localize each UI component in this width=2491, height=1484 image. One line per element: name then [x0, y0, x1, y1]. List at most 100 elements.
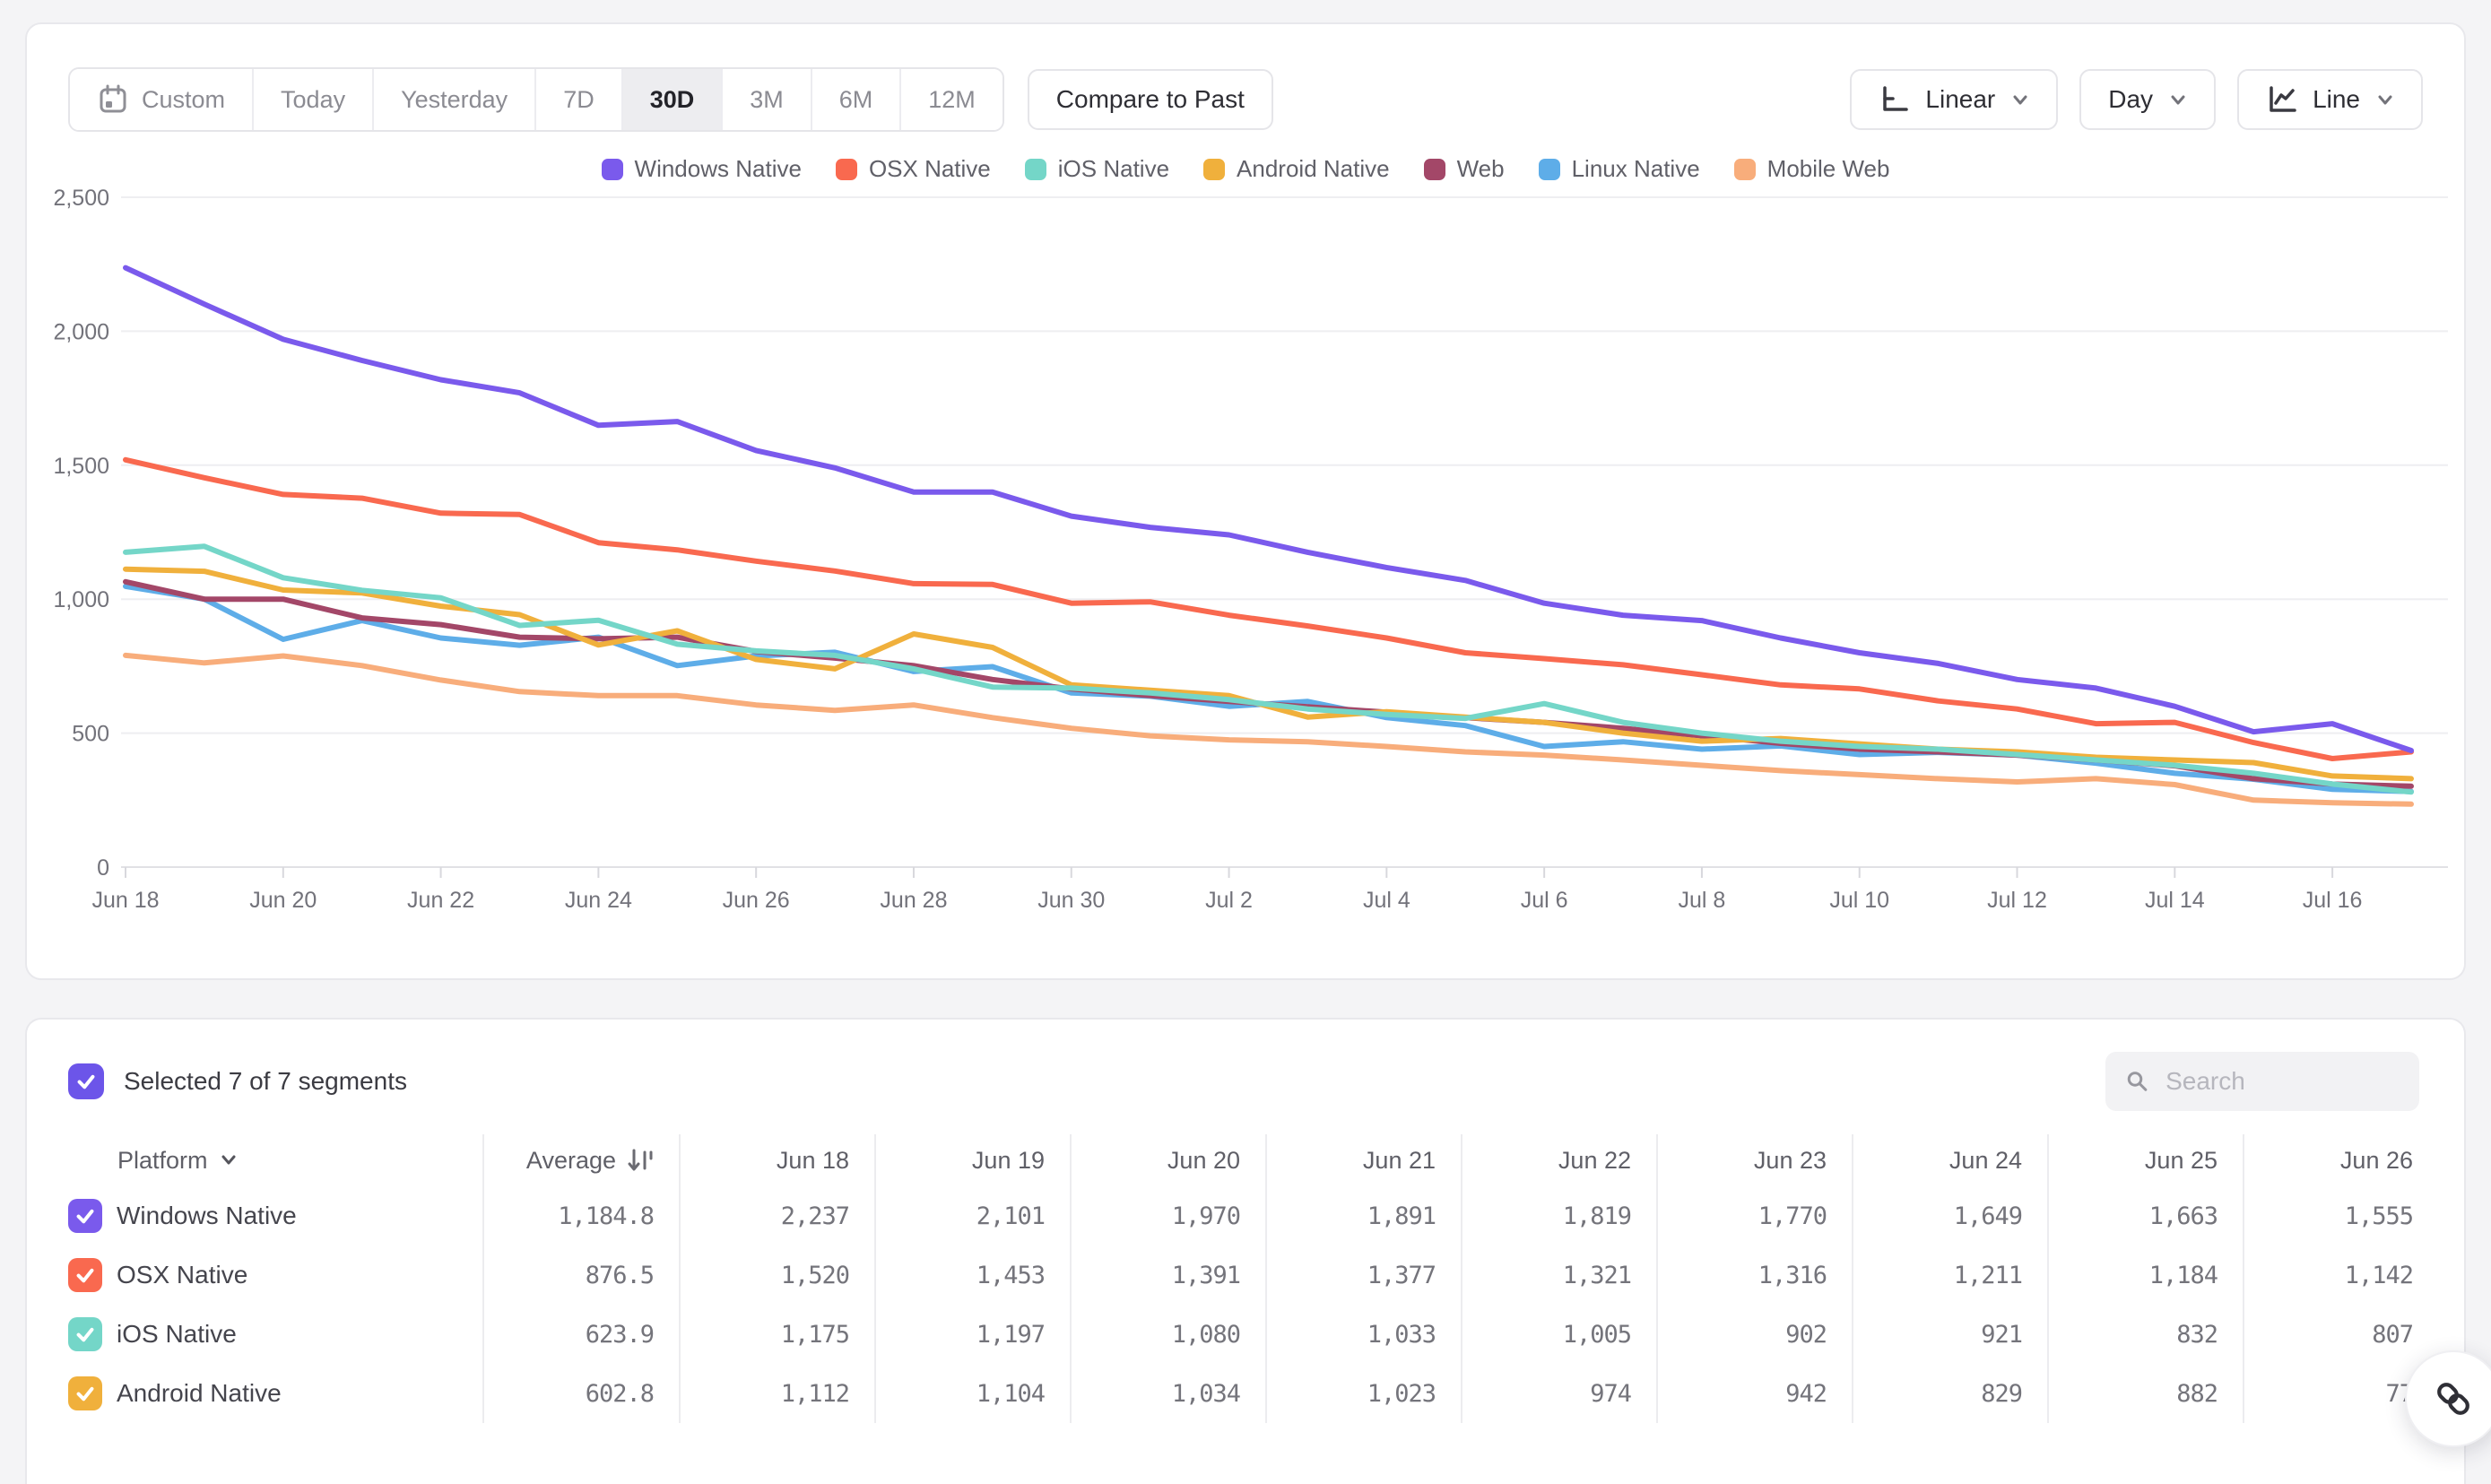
value-cell: 1,112 — [679, 1364, 874, 1423]
search-box[interactable] — [2105, 1052, 2419, 1111]
x-axis-tick-label: Jun 30 — [1037, 888, 1105, 913]
platform-label: iOS Native — [117, 1320, 237, 1348]
value-cell: 1,184.8 — [482, 1186, 679, 1245]
row-checkbox[interactable] — [68, 1317, 102, 1351]
row-checkbox[interactable] — [68, 1199, 102, 1233]
legend-swatch — [1024, 158, 1046, 180]
line-chart-icon — [2270, 86, 2296, 112]
sort-descending-icon — [628, 1149, 653, 1171]
legend-item[interactable]: OSX Native — [835, 155, 991, 183]
column-header-label: Jun 19 — [971, 1146, 1045, 1174]
compare-to-past-button[interactable]: Compare to Past — [1027, 69, 1273, 130]
value-cell: 807 — [2243, 1305, 2438, 1364]
range-button-7d[interactable]: 7D — [534, 69, 621, 130]
column-header-label: Platform — [117, 1146, 208, 1174]
x-axis-tick-label: Jun 22 — [407, 888, 474, 913]
legend-item[interactable]: Web — [1423, 155, 1505, 183]
column-header-label: Jun 24 — [1949, 1146, 2022, 1174]
share-link-button[interactable] — [2405, 1350, 2491, 1447]
chevron-down-icon — [221, 1155, 236, 1165]
value-cell: 1,770 — [1656, 1186, 1852, 1245]
platform-cell: Android Native — [68, 1364, 482, 1423]
legend-item[interactable]: Windows Native — [601, 155, 802, 183]
line-chart[interactable]: 0 500 1,000 1,500 2,000 2,500 Jun 18 Jun 20 Jun … — [27, 186, 2464, 924]
x-axis-tick-label: Jul 14 — [2145, 888, 2205, 913]
column-header-jun-25[interactable]: Jun 25 — [2047, 1134, 2243, 1186]
value-cell: 902 — [1656, 1305, 1852, 1364]
legend-label: Android Native — [1237, 155, 1390, 182]
column-header-label: Jun 23 — [1753, 1146, 1827, 1174]
value-cell: 1,453 — [874, 1245, 1070, 1305]
value-cell: 1,142 — [2243, 1245, 2438, 1305]
range-button-yesterday[interactable]: Yesterday — [372, 69, 535, 130]
range-label: 7D — [563, 85, 595, 113]
select-all-checkbox[interactable] — [68, 1063, 104, 1099]
chart-panel: Custom Today Yesterday 7D 30D 3M 6M 12M Compare… — [25, 22, 2466, 980]
value-cell: 1,034 — [1070, 1364, 1265, 1423]
legend-item[interactable]: Linux Native — [1538, 155, 1700, 183]
x-axis-tick-label: Jul 8 — [1679, 888, 1726, 913]
legend-swatch — [1423, 158, 1445, 180]
column-header-jun-18[interactable]: Jun 18 — [679, 1134, 874, 1186]
series-line-osx-native — [123, 456, 2414, 761]
value-cell: 1,005 — [1461, 1305, 1656, 1364]
series-line-mobile-web — [123, 652, 2414, 807]
column-header-jun-19[interactable]: Jun 19 — [874, 1134, 1070, 1186]
column-header-jun-24[interactable]: Jun 24 — [1852, 1134, 2047, 1186]
y-axis-tick-label: 1,000 — [53, 587, 109, 612]
column-header-label: Jun 26 — [2339, 1146, 2413, 1174]
value-cell: 2,101 — [874, 1186, 1070, 1245]
value-cell: 1,104 — [874, 1364, 1070, 1423]
platform-label: Android Native — [117, 1379, 282, 1407]
value-cell: 1,175 — [679, 1305, 874, 1364]
scale-dropdown[interactable]: Linear — [1850, 69, 2059, 130]
column-header-average[interactable]: Average — [482, 1134, 679, 1186]
x-axis-tick-label: Jul 16 — [2303, 888, 2363, 913]
range-button-today[interactable]: Today — [252, 69, 373, 130]
column-header-jun-22[interactable]: Jun 22 — [1461, 1134, 1656, 1186]
interval-dropdown[interactable]: Day — [2079, 69, 2217, 130]
column-header-jun-21[interactable]: Jun 21 — [1265, 1134, 1461, 1186]
series-line-ios-native — [123, 543, 2414, 795]
value-cell: 1,211 — [1852, 1245, 2047, 1305]
x-axis-tick-label: Jun 26 — [723, 888, 790, 913]
legend-swatch — [835, 158, 857, 180]
range-button-custom[interactable]: Custom — [70, 69, 253, 130]
column-header-platform[interactable]: Platform — [68, 1134, 482, 1186]
chart-toolbar: Custom Today Yesterday 7D 30D 3M 6M 12M Compare… — [27, 24, 2464, 132]
y-axis-tick-label: 1,500 — [53, 454, 109, 479]
column-header-label: Jun 25 — [2144, 1146, 2218, 1174]
row-checkbox[interactable] — [68, 1258, 102, 1292]
range-button-30d[interactable]: 30D — [621, 69, 722, 130]
chart-type-label: Line — [2313, 85, 2360, 113]
column-header-jun-23[interactable]: Jun 23 — [1656, 1134, 1852, 1186]
value-cell: 1,391 — [1070, 1245, 1265, 1305]
segments-table: Platform Average Jun 18 Jun 19 Jun 20 Jun 2… — [68, 1134, 2464, 1423]
column-header-jun-20[interactable]: Jun 20 — [1070, 1134, 1265, 1186]
legend-item[interactable]: iOS Native — [1024, 155, 1169, 183]
legend-label: Mobile Web — [1766, 155, 1890, 182]
range-button-6m[interactable]: 6M — [810, 69, 900, 130]
range-button-3m[interactable]: 3M — [721, 69, 811, 130]
x-axis-tick-label: Jun 28 — [880, 888, 947, 913]
check-icon — [77, 1074, 95, 1089]
value-cell: 876.5 — [482, 1245, 679, 1305]
date-range-segmented-control: Custom Today Yesterday 7D 30D 3M 6M 12M — [68, 67, 1004, 132]
chart-type-dropdown[interactable]: Line — [2237, 69, 2423, 130]
value-cell: 1,377 — [1265, 1245, 1461, 1305]
compare-to-past-label: Compare to Past — [1055, 85, 1245, 113]
x-axis-tick-label: Jun 18 — [91, 888, 159, 913]
value-cell: 602.8 — [482, 1364, 679, 1423]
search-input[interactable] — [2164, 1066, 2400, 1097]
x-axis-tick-label: Jul 2 — [1205, 888, 1253, 913]
range-button-12m[interactable]: 12M — [899, 69, 1002, 130]
value-cell: 1,649 — [1852, 1186, 2047, 1245]
legend-item[interactable]: Android Native — [1203, 155, 1390, 183]
legend-swatch — [1733, 158, 1756, 180]
interval-label: Day — [2108, 85, 2154, 113]
value-cell: 882 — [2047, 1364, 2243, 1423]
row-checkbox[interactable] — [68, 1376, 102, 1410]
column-header-jun-26[interactable]: Jun 26 — [2243, 1134, 2438, 1186]
platform-label: Windows Native — [117, 1202, 297, 1229]
legend-item[interactable]: Mobile Web — [1733, 155, 1890, 183]
